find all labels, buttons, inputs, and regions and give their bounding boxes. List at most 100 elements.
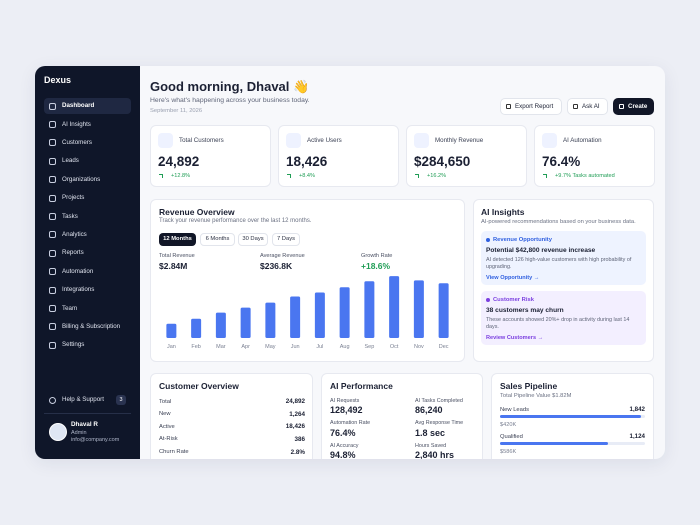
- kpi-icon: [158, 133, 173, 148]
- nav-item[interactable]: AI Insights: [62, 120, 91, 128]
- tab-label[interactable]: 6 Months: [205, 236, 230, 243]
- insight-link[interactable]: Review Customers →: [486, 334, 544, 341]
- tab[interactable]: [159, 233, 196, 246]
- card-title: Customer Overview: [159, 380, 239, 391]
- x-tick-label: Sep: [364, 344, 374, 350]
- tab-label[interactable]: 30 Days: [242, 236, 264, 243]
- button-icon: [506, 103, 511, 109]
- nav-icon: [49, 157, 56, 165]
- tab[interactable]: [238, 233, 268, 246]
- x-tick-label: Dec: [439, 344, 449, 350]
- nav-item[interactable]: Billing & Subscription: [62, 323, 121, 331]
- user-role: Admin: [71, 429, 87, 436]
- button-label[interactable]: Create: [628, 102, 648, 110]
- metric-value: 128,492: [330, 405, 363, 416]
- sidebar: [35, 66, 140, 459]
- row-value: 24,892: [285, 398, 305, 406]
- tab[interactable]: [200, 233, 235, 246]
- nav-item[interactable]: Team: [62, 304, 78, 312]
- customer-card: [150, 373, 313, 459]
- stat-value: +18.6%: [361, 260, 391, 271]
- insight-link[interactable]: View Opportunity →: [486, 274, 540, 281]
- row-value: 1,264: [289, 410, 305, 418]
- kpi-change: +12.8%: [171, 172, 191, 179]
- nav-item[interactable]: Automation: [62, 267, 94, 275]
- nav-icon: [49, 139, 56, 147]
- nav-item[interactable]: Projects: [62, 194, 85, 202]
- stat-label: Total Revenue: [159, 252, 195, 259]
- kpi-change: +9.7% Tasks automated: [555, 172, 615, 179]
- nav-item[interactable]: Reports: [62, 249, 84, 257]
- metric-label: Avg Response Time: [415, 420, 464, 427]
- row-value: 18,426: [285, 423, 305, 431]
- insight-tag: Customer Risk: [493, 296, 534, 303]
- metric-label: Automation Rate: [330, 420, 371, 427]
- bar: [215, 312, 226, 338]
- stage-bar: [500, 442, 608, 445]
- nav-icon: [49, 323, 56, 331]
- nav-item[interactable]: Tasks: [62, 212, 78, 220]
- kpi-value: $284,650: [414, 153, 471, 169]
- insight-dot: [486, 238, 490, 242]
- tab[interactable]: [272, 233, 300, 246]
- stat-value: $2.84M: [159, 260, 188, 271]
- nav-item[interactable]: Customers: [62, 139, 92, 147]
- nav-item[interactable]: Organizations: [62, 175, 101, 183]
- kpi-value: 18,426: [286, 153, 328, 169]
- row-label: At-Risk: [159, 436, 178, 443]
- bar: [438, 283, 449, 338]
- metric-label: Hours Saved: [415, 442, 447, 449]
- stage-name: Qualified: [500, 433, 523, 440]
- stage-name: New Leads: [500, 406, 530, 413]
- kpi-arrow: [543, 174, 547, 178]
- x-tick-label: Oct: [390, 344, 399, 350]
- nav-icon: [49, 120, 56, 128]
- tab-label[interactable]: 12 Months: [163, 236, 192, 243]
- button[interactable]: [613, 98, 654, 115]
- button-label[interactable]: Ask AI: [582, 102, 600, 110]
- kpi-arrow: [415, 174, 419, 178]
- button-label[interactable]: Export Report: [515, 102, 554, 110]
- nav-icon: [49, 102, 56, 110]
- help-badge-bg: [116, 395, 126, 405]
- card-subtitle: Track your revenue performance over the …: [159, 218, 312, 225]
- nav-item[interactable]: Analytics: [62, 231, 87, 239]
- row-value: 386: [294, 436, 305, 444]
- kpi-change: +8.4%: [299, 172, 316, 179]
- tab-label[interactable]: 7 Days: [276, 236, 296, 243]
- performance-card: [321, 373, 483, 459]
- stage-bar: [500, 415, 641, 418]
- help-icon: [49, 397, 56, 404]
- bar: [191, 318, 202, 338]
- stage-value: $586K: [500, 448, 517, 455]
- stat-label: Average Revenue: [260, 252, 305, 259]
- x-tick-label: Mar: [216, 344, 226, 350]
- x-tick-label: May: [265, 344, 276, 350]
- help-link[interactable]: Help & Support: [62, 396, 104, 404]
- button-icon: [573, 103, 578, 109]
- page-subtitle: Here's what's happening across your busi…: [150, 96, 310, 104]
- dashboard: Dexus Dashboard AI Insights Customers Leads O…: [35, 66, 665, 459]
- kpi-icon: [542, 133, 557, 148]
- kpi-label: AI Automation: [563, 137, 602, 145]
- nav-item[interactable]: Integrations: [62, 286, 95, 294]
- nav-icon: [49, 176, 56, 184]
- user-name: Dhaval R: [71, 421, 98, 429]
- nav-item[interactable]: Dashboard: [62, 102, 95, 110]
- kpi-value: 24,892: [158, 153, 200, 169]
- bar: [364, 281, 375, 338]
- nav-item[interactable]: Settings: [62, 341, 85, 349]
- bar: [413, 280, 424, 338]
- nav-item[interactable]: Leads: [62, 157, 79, 165]
- nav-icon: [49, 268, 56, 276]
- button[interactable]: [567, 98, 608, 115]
- card-title: Sales Pipeline: [500, 380, 558, 391]
- button-icon: [619, 103, 624, 109]
- bar: [265, 302, 276, 338]
- kpi-arrow: [287, 174, 291, 178]
- button[interactable]: [500, 98, 562, 115]
- nav-icon: [49, 286, 56, 294]
- stat-label: Growth Rate: [361, 252, 393, 259]
- nav-icon: [49, 212, 56, 220]
